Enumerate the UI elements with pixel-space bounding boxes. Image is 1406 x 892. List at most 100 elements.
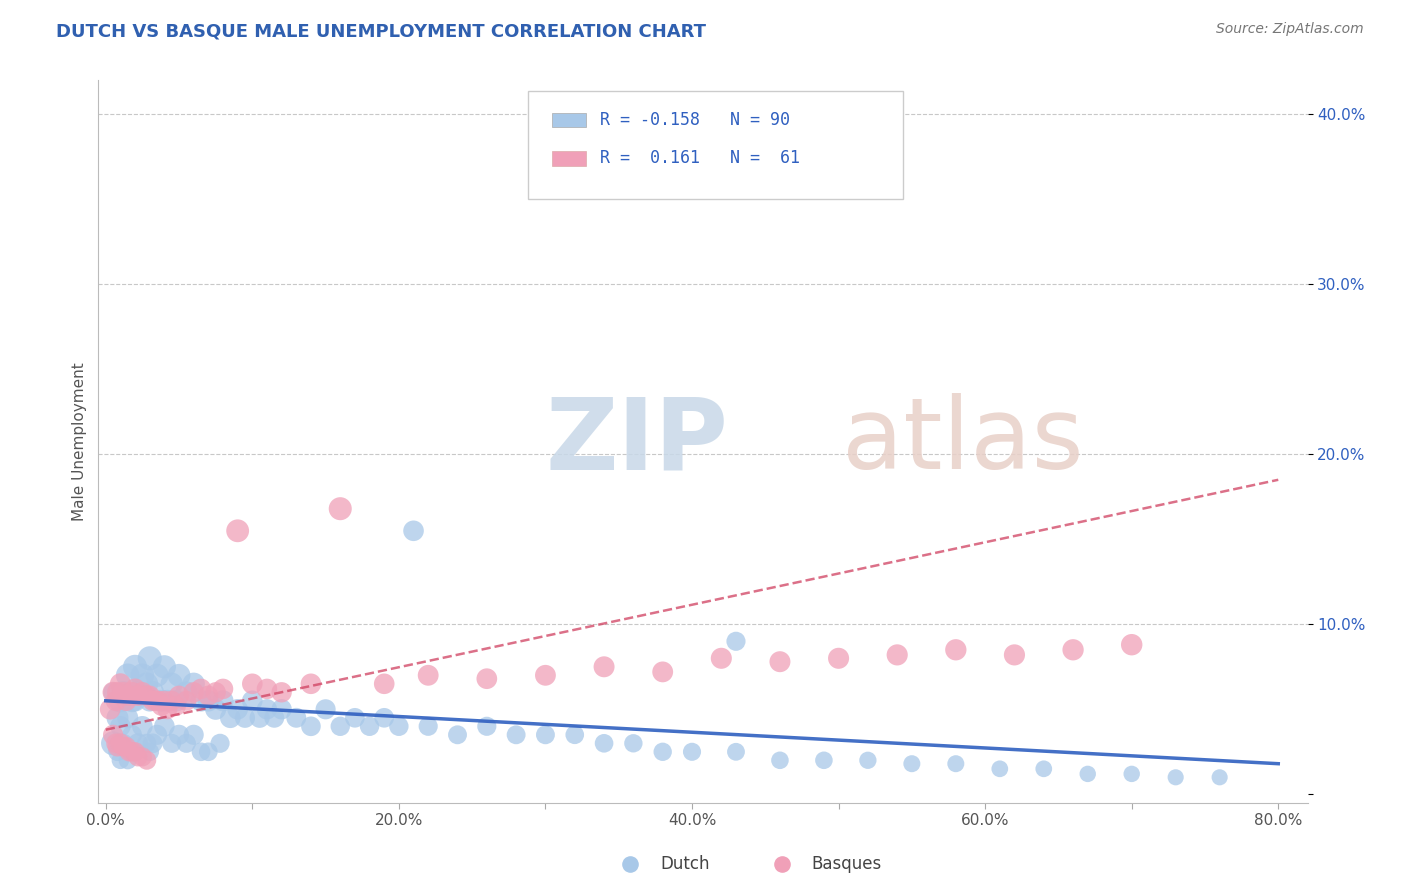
Point — [197, 689, 219, 703]
Point — [285, 711, 308, 725]
Point — [167, 668, 190, 682]
Point — [1062, 642, 1084, 657]
Point — [593, 736, 616, 750]
Point — [373, 711, 395, 725]
Point — [110, 753, 132, 767]
Point — [150, 694, 173, 708]
Point — [329, 501, 352, 516]
Point — [160, 677, 183, 691]
Point — [142, 736, 165, 750]
Point — [131, 685, 153, 699]
Point — [142, 694, 165, 708]
Point — [183, 677, 205, 691]
Point — [197, 745, 219, 759]
Point — [724, 745, 747, 759]
Point — [135, 677, 157, 691]
Point — [270, 685, 292, 699]
Point — [167, 689, 190, 703]
Point — [240, 694, 263, 708]
Point — [263, 711, 285, 725]
Point — [212, 694, 235, 708]
Point — [204, 702, 226, 716]
Point — [115, 694, 138, 708]
Point — [901, 756, 924, 771]
Point — [233, 711, 256, 725]
Point — [329, 719, 352, 733]
Point — [651, 665, 673, 679]
Point — [118, 689, 141, 703]
Point — [127, 689, 149, 703]
Point — [988, 762, 1011, 776]
Point — [101, 736, 124, 750]
Point — [165, 698, 187, 713]
Point — [131, 668, 153, 682]
Point — [593, 660, 616, 674]
Text: Source: ZipAtlas.com: Source: ZipAtlas.com — [1216, 22, 1364, 37]
Point — [446, 728, 468, 742]
Point — [124, 660, 146, 674]
Point — [124, 694, 146, 708]
Point — [204, 685, 226, 699]
Point — [270, 702, 292, 716]
Point — [183, 728, 205, 742]
Point — [110, 677, 132, 691]
Point — [534, 668, 557, 682]
Point — [827, 651, 849, 665]
Point — [150, 698, 173, 713]
Point — [1164, 770, 1187, 784]
Point — [107, 739, 129, 754]
Point — [138, 745, 160, 759]
Point — [107, 711, 129, 725]
Point — [138, 689, 160, 703]
Point — [121, 728, 143, 742]
FancyBboxPatch shape — [527, 91, 903, 200]
Point — [127, 736, 149, 750]
Point — [101, 728, 124, 742]
Point — [145, 694, 167, 708]
Point — [118, 745, 141, 759]
Text: ZIP: ZIP — [546, 393, 728, 490]
Point — [127, 750, 149, 764]
Point — [315, 702, 337, 716]
Point — [299, 719, 322, 733]
Point — [226, 524, 249, 538]
Point — [418, 668, 440, 682]
Point — [176, 694, 198, 708]
Point — [505, 728, 527, 742]
Point — [121, 694, 143, 708]
Point — [343, 711, 366, 725]
Point — [534, 728, 557, 742]
Point — [148, 694, 170, 708]
Point — [117, 711, 139, 725]
Text: Basques: Basques — [811, 855, 882, 873]
Point — [121, 685, 143, 699]
Point — [176, 685, 198, 699]
Point — [107, 685, 129, 699]
Text: R =  0.161   N =  61: R = 0.161 N = 61 — [600, 150, 800, 168]
Point — [373, 677, 395, 691]
Point — [681, 745, 703, 759]
Point — [813, 753, 835, 767]
Point — [167, 728, 190, 742]
Point — [256, 681, 278, 696]
Point — [124, 745, 146, 759]
Point — [160, 694, 183, 708]
Point — [475, 672, 498, 686]
Point — [475, 719, 498, 733]
Point — [110, 694, 132, 708]
Point — [945, 756, 967, 771]
Point — [1208, 770, 1230, 784]
Text: Dutch: Dutch — [661, 855, 710, 873]
Y-axis label: Male Unemployment: Male Unemployment — [72, 362, 87, 521]
Point — [115, 739, 138, 754]
Point — [131, 750, 153, 764]
Point — [146, 668, 169, 682]
Point — [190, 681, 212, 696]
Point — [219, 711, 242, 725]
Point — [138, 694, 160, 708]
Point — [112, 685, 135, 699]
Point — [197, 694, 219, 708]
Point — [142, 685, 165, 699]
Point — [117, 753, 139, 767]
Point — [131, 719, 153, 733]
